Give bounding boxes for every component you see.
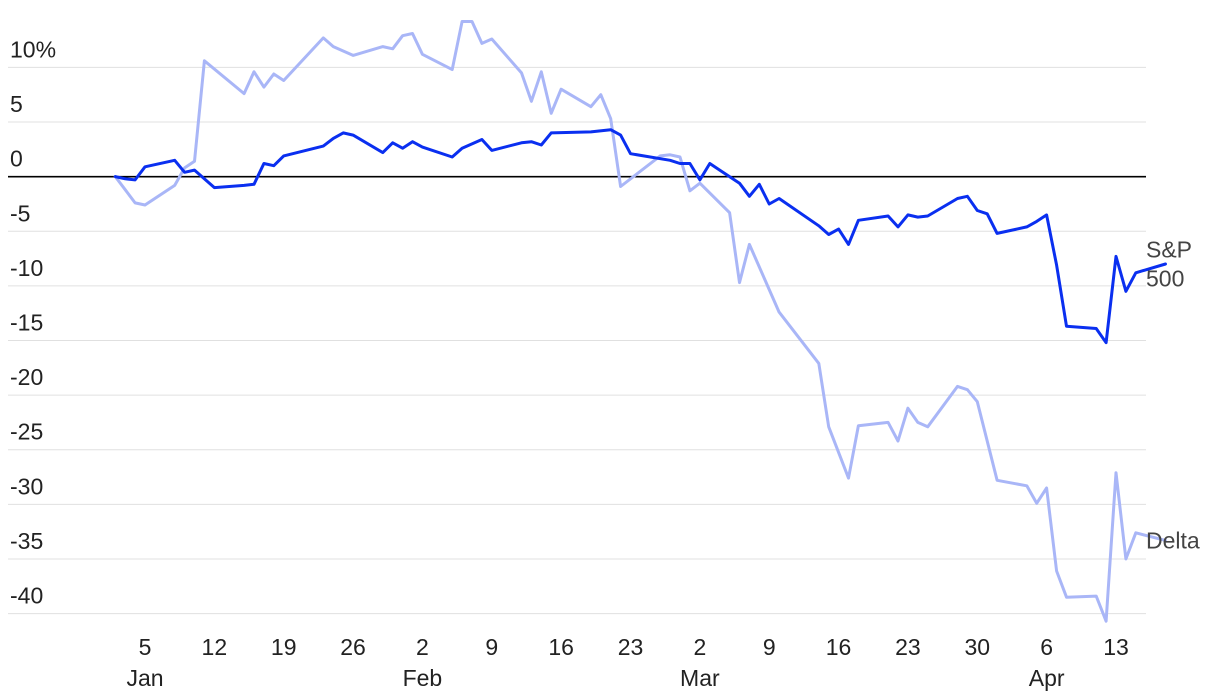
y-tick-label-3: -5 — [10, 200, 30, 226]
x-tick-label-10: 16 — [826, 634, 852, 660]
x-tick-label-6: 16 — [548, 634, 574, 660]
series-line-s-p-500 — [113, 128, 1167, 345]
series-line-delta — [113, 20, 1167, 623]
x-tick-label-13: 6 — [1040, 634, 1053, 660]
x-tick-label-2: 19 — [271, 634, 297, 660]
series-labels: S&P 500 Delta — [1146, 237, 1200, 554]
x-tick-label-7: 23 — [618, 634, 644, 660]
y-tick-label-2: 0 — [10, 146, 23, 172]
x-tick-label-8: 2 — [693, 634, 706, 660]
x-tick-label-9: 9 — [763, 634, 776, 660]
y-tick-label-8: -30 — [10, 473, 43, 499]
x-month-label-jan: Jan — [126, 665, 163, 691]
x-tick-label-4: 2 — [416, 634, 429, 660]
y-tick-label-4: -10 — [10, 255, 43, 281]
y-axis-tick-labels: 10% 5 0 -5 -10 -15 -20 -25 -30 -35 -40 — [10, 36, 56, 608]
x-month-label-feb: Feb — [403, 665, 443, 691]
y-tick-label-9: -35 — [10, 528, 43, 554]
series-lines — [113, 20, 1167, 623]
y-tick-label-10: -40 — [10, 583, 43, 609]
x-month-label-mar: Mar — [680, 665, 720, 691]
x-tick-label-1: 12 — [202, 634, 228, 660]
x-tick-label-3: 26 — [340, 634, 366, 660]
series-label-delta: Delta — [1146, 527, 1200, 553]
x-tick-label-12: 30 — [964, 634, 990, 660]
x-axis-tick-labels: 5 Jan 12 19 26 2 Feb 9 16 23 2 Mar 9 16 23 30 6 Apr 13 — [126, 634, 1128, 691]
x-tick-label-5: 9 — [485, 634, 498, 660]
y-tick-label-6: -20 — [10, 364, 43, 390]
y-tick-label-0: 10% — [10, 36, 56, 62]
y-tick-label-5: -15 — [10, 310, 43, 336]
y-tick-label-1: 5 — [10, 91, 23, 117]
gridlines — [8, 66, 1146, 615]
series-label-s-p-500: S&P 500 — [1146, 237, 1192, 292]
y-tick-label-7: -25 — [10, 419, 43, 445]
x-month-label-apr: Apr — [1029, 665, 1065, 691]
x-tick-label-14: 13 — [1103, 634, 1129, 660]
x-tick-label-11: 23 — [895, 634, 921, 660]
x-tick-label-0: 5 — [139, 634, 152, 660]
